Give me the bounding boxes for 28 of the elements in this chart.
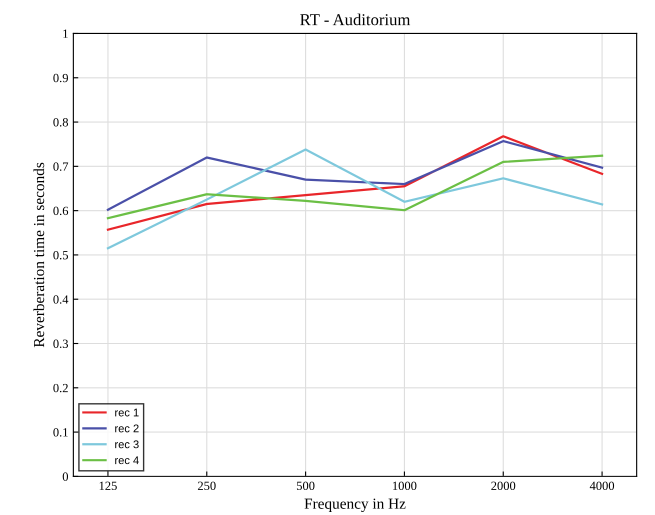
x-tick-label: 4000 — [590, 482, 614, 490]
x-axis-title: Frequency in Hz — [304, 498, 406, 512]
x-tick-label: 2000 — [491, 482, 516, 490]
x-tick-label: 250 — [198, 482, 216, 490]
legend-label: rec 1 — [115, 408, 139, 416]
y-tick-label: 0 — [62, 472, 68, 481]
y-tick-label: 1 — [63, 30, 68, 38]
line-series — [106, 135, 604, 231]
y-tick-label: 0.6 — [53, 206, 68, 216]
x-tick-label: 500 — [296, 482, 314, 490]
x-tick-label: 125 — [100, 482, 117, 490]
line-series — [106, 140, 604, 211]
legend-label: rec 3 — [115, 440, 139, 448]
y-tick-label: 0.3 — [53, 340, 68, 348]
chart-title: RT - Auditorium — [300, 14, 410, 26]
y-tick-label: 0.8 — [53, 118, 68, 127]
line-series — [106, 148, 604, 250]
y-tick-label: 0.2 — [53, 384, 68, 392]
y-tick-label: 0.1 — [53, 428, 68, 437]
x-tick-label: 1000 — [393, 482, 416, 490]
line-series — [106, 154, 604, 220]
legend-label: rec 2 — [115, 424, 139, 432]
y-tick-label: 0.4 — [53, 295, 68, 304]
y-tick-label: 0.5 — [53, 250, 68, 260]
y-axis-title: Reverberation time in seconds — [33, 162, 44, 348]
legend-label: rec 4 — [115, 456, 139, 464]
y-tick-label: 0.7 — [53, 162, 68, 171]
y-tick-label: 0.9 — [53, 74, 68, 82]
